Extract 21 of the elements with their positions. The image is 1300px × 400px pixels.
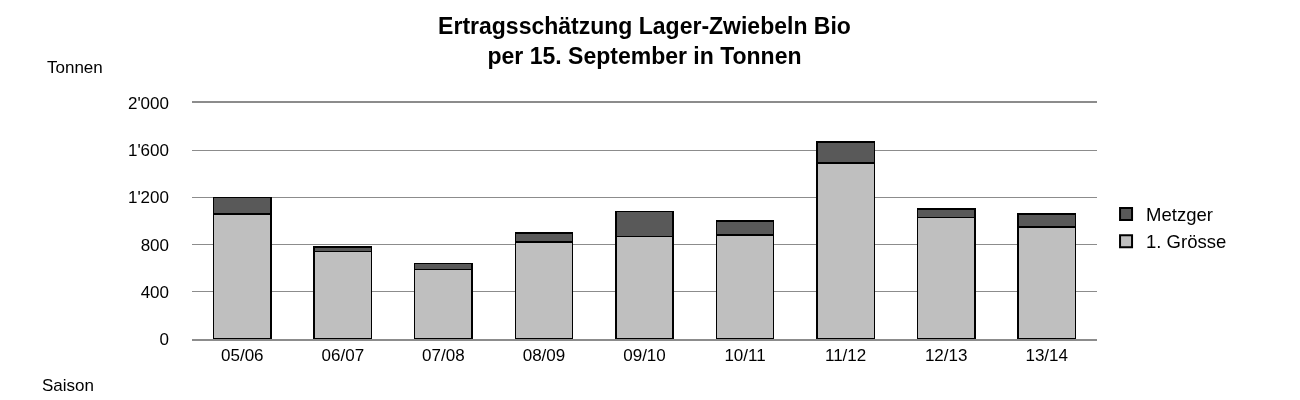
y-axis-title: Tonnen (47, 58, 103, 77)
x-tick-label: 06/07 (321, 346, 365, 366)
y-tick-label: 0 (159, 329, 169, 349)
x-tick-label: 07/08 (422, 346, 465, 366)
y-tick-label: 2'000 (127, 93, 169, 113)
x-tick-label: 13/14 (1025, 346, 1068, 366)
x-tick-label: 09/10 (623, 346, 666, 366)
y-tick-label: 400 (140, 282, 169, 302)
x-tick-label: 12/13 (924, 346, 968, 366)
legend-label: Metzger (1146, 204, 1213, 226)
legend-label: 1. Grösse (1146, 231, 1227, 253)
x-tick-label: 05/06 (221, 346, 264, 366)
bar (313, 250, 373, 339)
y-tick-label: 800 (140, 235, 169, 255)
x-tick-label: 11/12 (824, 346, 867, 366)
chart-title: Ertragsschätzung Lager-Zwiebeln Bio per 15. September in Tonnen (438, 13, 851, 69)
x-axis-title: Saison (42, 376, 94, 395)
x-tick-label: 10/11 (724, 346, 766, 366)
y-tick-label: 1'600 (127, 141, 169, 161)
x-tick-label: 08/09 (522, 346, 566, 366)
y-tick-label: 1'200 (127, 188, 169, 208)
